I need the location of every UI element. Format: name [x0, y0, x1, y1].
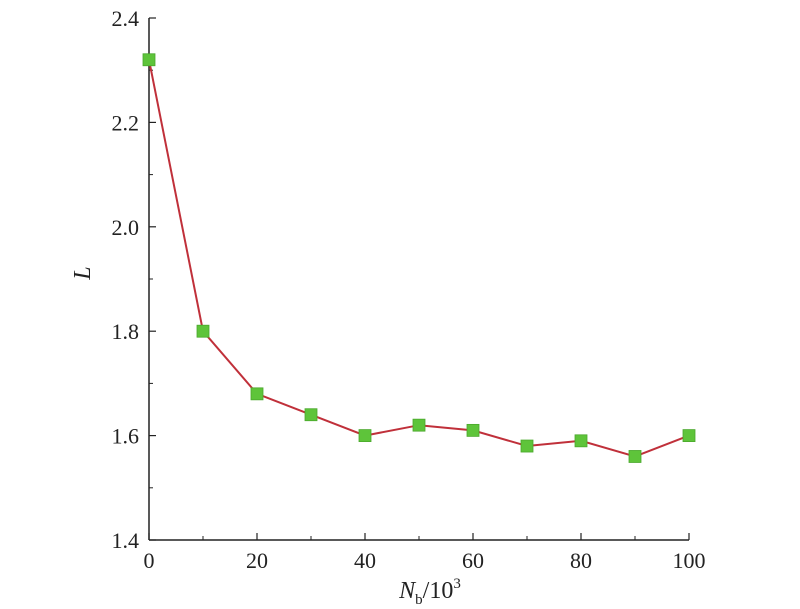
x-tick-label: 20: [246, 548, 268, 573]
x-tick-label: 60: [462, 548, 484, 573]
x-axis-title-main: N: [398, 578, 417, 604]
axes: [148, 18, 689, 541]
data-point-marker: [142, 53, 156, 67]
data-point-marker: [304, 408, 318, 422]
data-point-marker: [574, 434, 588, 448]
y-tick-label: 1.8: [112, 319, 140, 344]
y-tick-label: 2.0: [112, 215, 140, 240]
tick-labels: 0 20 40 60 80 100 1.4 1.6 1.8 2.0 2.2 2.4: [112, 6, 706, 573]
y-tick-label: 2.4: [112, 6, 140, 31]
y-tick-label: 2.2: [112, 110, 140, 135]
data-markers: [142, 53, 696, 463]
y-axis-title: L: [70, 266, 96, 280]
data-point-marker: [196, 324, 210, 338]
x-axis-title-subscript: b: [415, 592, 423, 608]
x-tick-label: 40: [354, 548, 376, 573]
x-tick-label: 100: [673, 548, 706, 573]
data-point-marker: [628, 450, 642, 463]
data-point-marker: [250, 387, 264, 401]
x-axis-title-superscript: 3: [453, 576, 461, 592]
x-axis-title: Nb/103: [398, 576, 461, 608]
x-axis-title-rest: /10: [423, 578, 454, 604]
x-tick-label: 80: [570, 548, 592, 573]
series-line: [148, 59, 690, 458]
y-tick-label: 1.6: [112, 424, 140, 449]
y-tick-label: 1.4: [112, 528, 140, 553]
tick-marks: [148, 17, 690, 541]
data-point-marker: [412, 418, 426, 432]
data-point-marker: [358, 429, 372, 443]
series-line-group: [148, 59, 690, 458]
x-tick-label: 0: [144, 548, 155, 573]
data-point-marker: [682, 429, 696, 443]
data-point-marker: [520, 439, 534, 453]
data-point-marker: [466, 423, 480, 437]
